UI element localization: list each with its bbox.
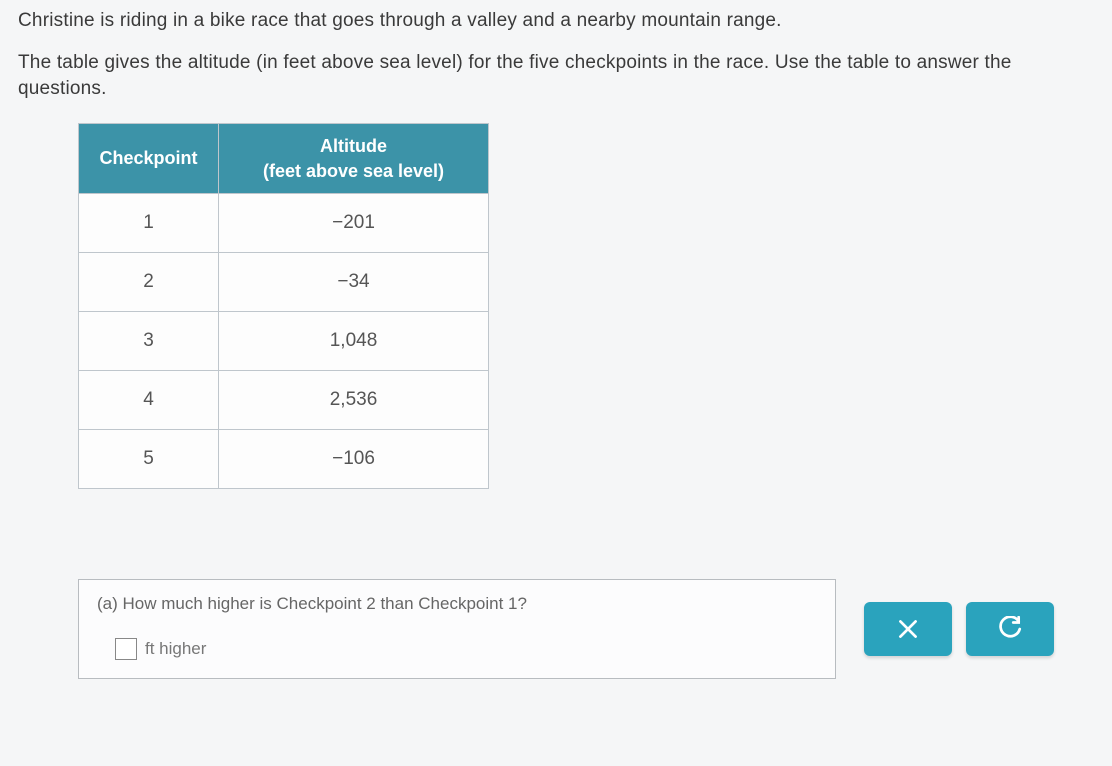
altitude-header-line1: Altitude <box>320 136 387 156</box>
table-body: 1 −201 2 −34 3 1,048 4 2,536 5 −106 <box>79 193 489 488</box>
problem-line-2: The table gives the altitude (in feet ab… <box>18 50 1094 101</box>
answer-unit: ft higher <box>145 639 206 659</box>
question-label: (a) How much higher is Checkpoint 2 than… <box>97 594 817 614</box>
table-row: 3 1,048 <box>79 311 489 370</box>
table-row: 5 −106 <box>79 429 489 488</box>
table-row: 4 2,536 <box>79 370 489 429</box>
cell-checkpoint: 5 <box>79 429 219 488</box>
altitude-header-line2: (feet above sea level) <box>263 161 444 181</box>
cell-checkpoint: 3 <box>79 311 219 370</box>
altitude-table: Checkpoint Altitude (feet above sea leve… <box>78 123 489 489</box>
action-buttons <box>864 579 1054 679</box>
answer-line: ft higher <box>115 638 817 660</box>
cell-altitude: 2,536 <box>219 370 489 429</box>
cell-checkpoint: 2 <box>79 252 219 311</box>
cell-altitude: −201 <box>219 193 489 252</box>
answer-input[interactable] <box>115 638 137 660</box>
cell-checkpoint: 1 <box>79 193 219 252</box>
close-icon <box>895 616 921 642</box>
table-row: 2 −34 <box>79 252 489 311</box>
cell-altitude: −34 <box>219 252 489 311</box>
problem-line-1: Christine is riding in a bike race that … <box>18 10 1094 32</box>
table-row: 1 −201 <box>79 193 489 252</box>
reset-button[interactable] <box>966 602 1054 656</box>
table-header-altitude: Altitude (feet above sea level) <box>219 124 489 194</box>
cell-altitude: −106 <box>219 429 489 488</box>
reset-icon <box>997 616 1023 642</box>
question-box: (a) How much higher is Checkpoint 2 than… <box>78 579 836 679</box>
cell-altitude: 1,048 <box>219 311 489 370</box>
table-header-checkpoint: Checkpoint <box>79 124 219 194</box>
altitude-table-container: Checkpoint Altitude (feet above sea leve… <box>78 123 1094 489</box>
question-row: (a) How much higher is Checkpoint 2 than… <box>18 579 1094 679</box>
close-button[interactable] <box>864 602 952 656</box>
cell-checkpoint: 4 <box>79 370 219 429</box>
